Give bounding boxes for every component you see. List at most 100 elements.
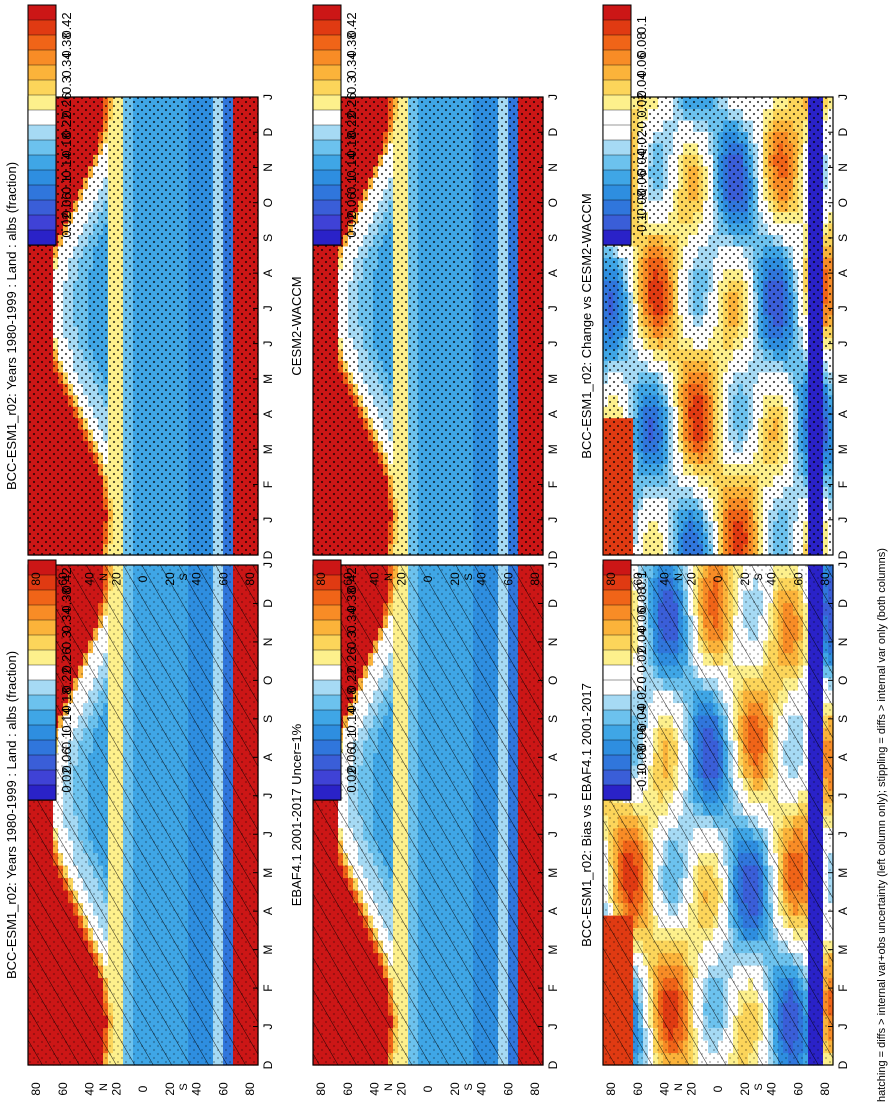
month-tick: S (261, 715, 275, 723)
lat-tick: 40 (83, 1082, 97, 1096)
month-tick: O (546, 676, 560, 685)
colorbar-label: 0.26 (344, 647, 359, 672)
month-tick: M (546, 945, 560, 955)
colorbar-swatch (312, 589, 342, 606)
lat-tick: 20 (394, 1082, 408, 1096)
colorbar-swatch (27, 634, 57, 651)
month-tick: J (261, 1024, 275, 1030)
colorbar-label: 0.42 (59, 567, 74, 592)
colorbar-swatch (312, 619, 342, 636)
month-tick: D (546, 599, 560, 608)
colorbar-swatch (27, 649, 57, 666)
colorbar-swatch (312, 649, 342, 666)
colorbar-label: 0.02 (344, 767, 359, 792)
colorbar-swatch (27, 664, 57, 681)
colorbar-swatch (312, 769, 342, 786)
colorbar-swatch (27, 739, 57, 756)
colorbar-swatch (27, 769, 57, 786)
colorbar-label: 0.02 (59, 767, 74, 792)
month-tick: D (261, 599, 275, 608)
colorbar-swatch (312, 664, 342, 681)
lat-marker-n: N (98, 1083, 110, 1091)
colorbar-swatch (312, 709, 342, 726)
colorbar-swatch (27, 754, 57, 771)
month-tick: A (261, 753, 275, 761)
colorbar-swatch (312, 724, 342, 741)
colorbar-label: 0.34 (59, 607, 74, 632)
month-tick: J (546, 1024, 560, 1030)
month-tick: J (546, 831, 560, 837)
colorbar-label: 0.42 (344, 567, 359, 592)
lat-tick: 40 (190, 1082, 204, 1096)
month-tick: D (546, 1060, 560, 1069)
month-tick: A (261, 907, 275, 915)
colorbar-swatch (27, 679, 57, 696)
lat-tick: 60 (501, 1082, 515, 1096)
colorbar-label: 0.3 (344, 631, 359, 649)
month-tick: J (546, 562, 560, 568)
lat-marker-s: S (178, 1083, 190, 1090)
lat-tick: 0 (421, 1085, 435, 1092)
lat-marker-n: N (383, 1083, 395, 1091)
lat-tick: 80 (528, 1082, 542, 1096)
lat-tick: 60 (341, 1082, 355, 1096)
colorbar-swatch (27, 709, 57, 726)
month-tick: N (546, 638, 560, 647)
colorbar: 0.420.380.340.30.260.220.180.140.10.060.… (27, 559, 74, 801)
lat-tick: 80 (243, 1082, 257, 1096)
stippling-overlay (313, 565, 543, 1065)
lat-tick: 20 (109, 1082, 123, 1096)
month-tick: M (261, 945, 275, 955)
colorbar-label: 0.38 (59, 587, 74, 612)
lat-tick: 20 (448, 1082, 462, 1096)
colorbar-swatch (312, 679, 342, 696)
colorbar-label: 0.14 (59, 707, 74, 732)
colorbar-swatch (27, 724, 57, 741)
month-tick: M (546, 868, 560, 878)
colorbar-label: 0.34 (344, 607, 359, 632)
lat-tick: 60 (56, 1082, 70, 1096)
colorbar-swatch (27, 784, 57, 801)
colorbar-label: 0.18 (344, 687, 359, 712)
colorbar-label: 0.26 (59, 647, 74, 672)
stippling-overlay (28, 565, 258, 1065)
colorbar-swatch (312, 784, 342, 801)
month-tick: O (261, 676, 275, 685)
colorbar-label: 0.22 (59, 667, 74, 692)
colorbar-swatch (312, 604, 342, 621)
colorbar-swatch (27, 589, 57, 606)
month-tick: M (261, 868, 275, 878)
colorbar: 0.420.380.340.30.260.220.180.140.10.060.… (312, 559, 359, 801)
month-tick: J (261, 831, 275, 837)
month-tick: D (261, 1060, 275, 1069)
month-tick: F (546, 984, 560, 991)
lat-tick: 40 (368, 1082, 382, 1096)
lat-tick: 80 (314, 1082, 328, 1096)
lat-tick: 20 (163, 1082, 177, 1096)
panel-frame (312, 564, 544, 1066)
colorbar-frame (312, 559, 342, 801)
colorbar-swatch (312, 694, 342, 711)
colorbar-label: 0.38 (344, 587, 359, 612)
panel-frame (27, 564, 259, 1066)
month-tick: J (261, 793, 275, 799)
colorbar-label: 0.1 (59, 731, 74, 749)
month-tick: A (546, 907, 560, 915)
colorbar-swatch (312, 634, 342, 651)
colorbar-label: 0.3 (59, 631, 74, 649)
colorbar-label: 0.18 (59, 687, 74, 712)
panel-title: BCC-ESM1_r02: Years 1980-1999 : Land : a… (4, 651, 19, 979)
panel-title: EBAF4.1 2001-2017 Uncer=1% (289, 723, 304, 906)
colorbar-label: 0.06 (344, 747, 359, 772)
colorbar-frame (27, 559, 57, 801)
lat-tick: 40 (475, 1082, 489, 1096)
colorbar-swatch (312, 739, 342, 756)
lat-tick: 80 (29, 1082, 43, 1096)
colorbar-label: 0.06 (59, 747, 74, 772)
colorbar-label: 0.1 (344, 731, 359, 749)
month-tick: J (261, 562, 275, 568)
colorbar-swatch (312, 754, 342, 771)
